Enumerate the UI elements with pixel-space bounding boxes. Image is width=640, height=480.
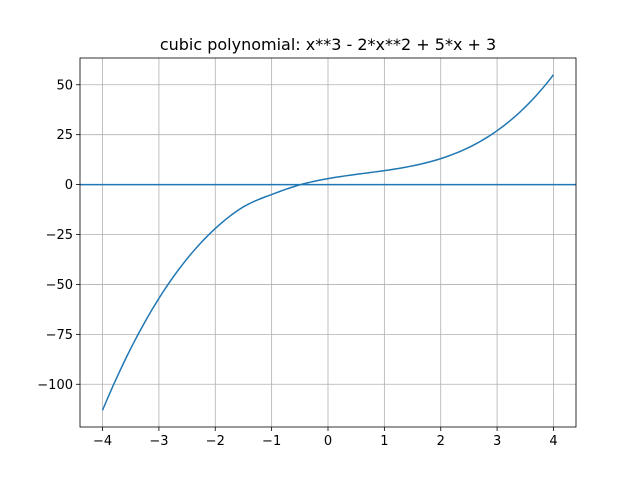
series-line	[101, 74, 555, 411]
x-tick-label: −1	[262, 434, 281, 449]
y-tick-label: 50	[56, 78, 73, 93]
y-tick-label: −75	[46, 328, 73, 343]
x-tick-label: −3	[149, 434, 168, 449]
grid-layer	[80, 58, 576, 427]
y-tick-label: −100	[37, 378, 73, 393]
x-tick-label: 3	[493, 434, 501, 449]
x-tick-label: −4	[93, 434, 112, 449]
series-layer	[101, 74, 555, 411]
x-tick-label: 1	[380, 434, 388, 449]
x-tick-label: 4	[549, 434, 557, 449]
y-tick-label: 25	[56, 128, 73, 143]
x-tick-label: 0	[324, 434, 332, 449]
x-tick-label: 2	[437, 434, 445, 449]
x-tick-label: −2	[206, 434, 225, 449]
tick-layer: −4 −3 −2 −1 0 1 2 3 4 50 25 0 −25 −50 −75 −100	[37, 78, 557, 449]
y-tick-label: 0	[65, 178, 73, 193]
chart-title: cubic polynomial: x**3 - 2*x**2 + 5*x + …	[160, 35, 496, 54]
y-tick-label: −50	[46, 278, 73, 293]
y-tick-label: −25	[46, 228, 73, 243]
